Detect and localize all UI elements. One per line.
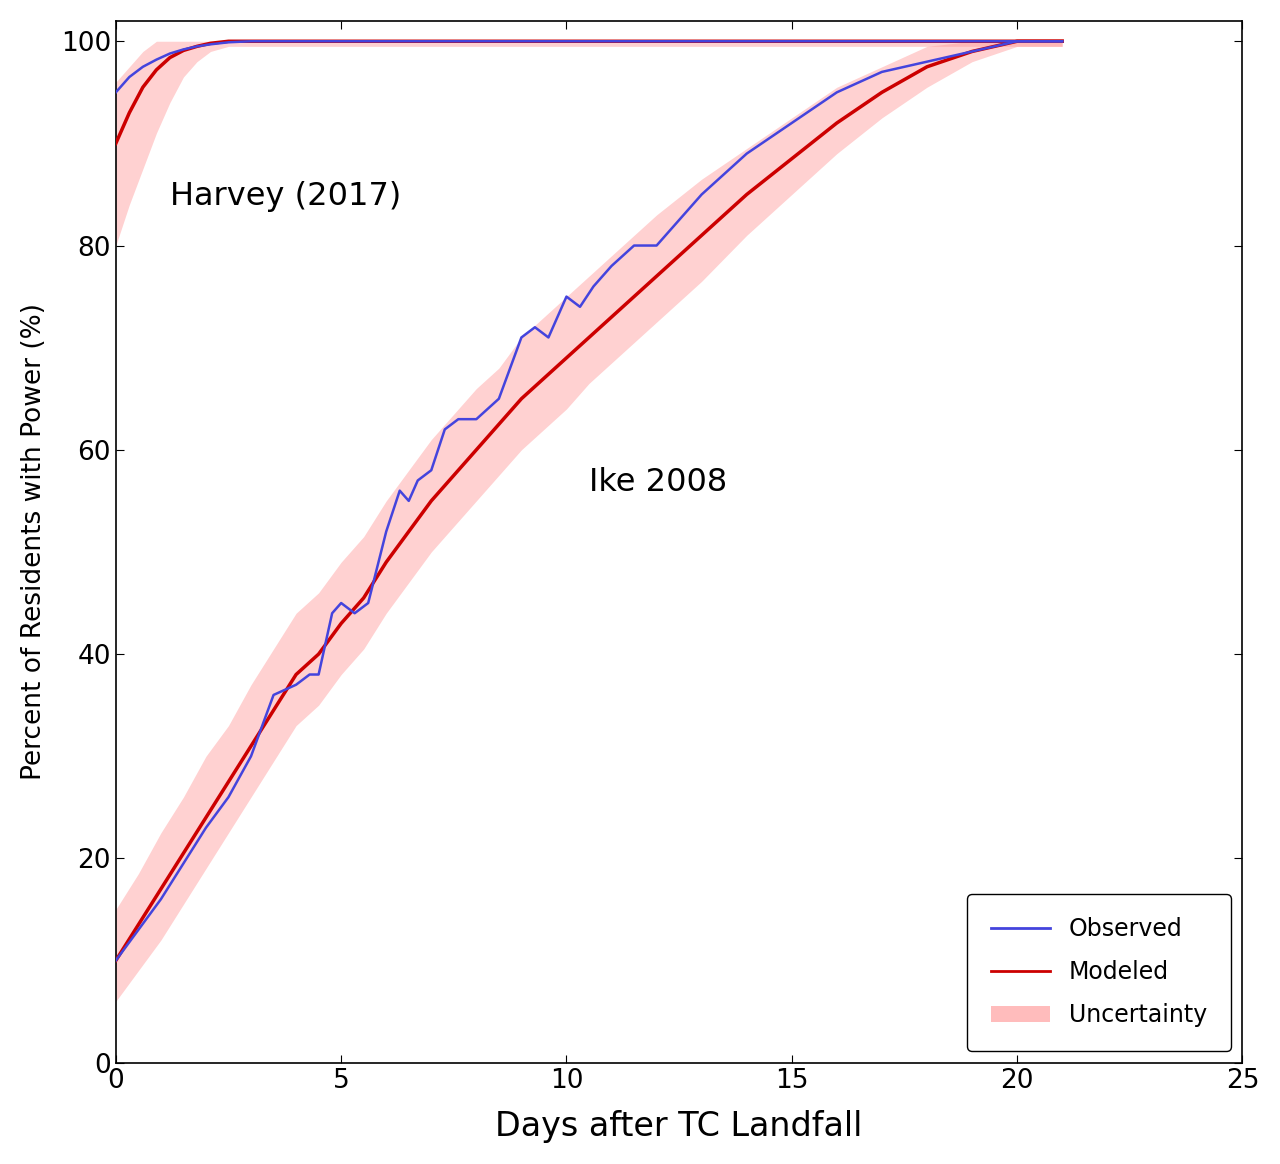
Text: Ike 2008: Ike 2008 — [589, 467, 727, 498]
Legend: Observed, Modeled, Uncertainty: Observed, Modeled, Uncertainty — [968, 894, 1230, 1051]
Y-axis label: Percent of Residents with Power (%): Percent of Residents with Power (%) — [20, 304, 47, 780]
Text: Harvey (2017): Harvey (2017) — [170, 180, 401, 212]
X-axis label: Days after TC Landfall: Days after TC Landfall — [495, 1110, 863, 1143]
